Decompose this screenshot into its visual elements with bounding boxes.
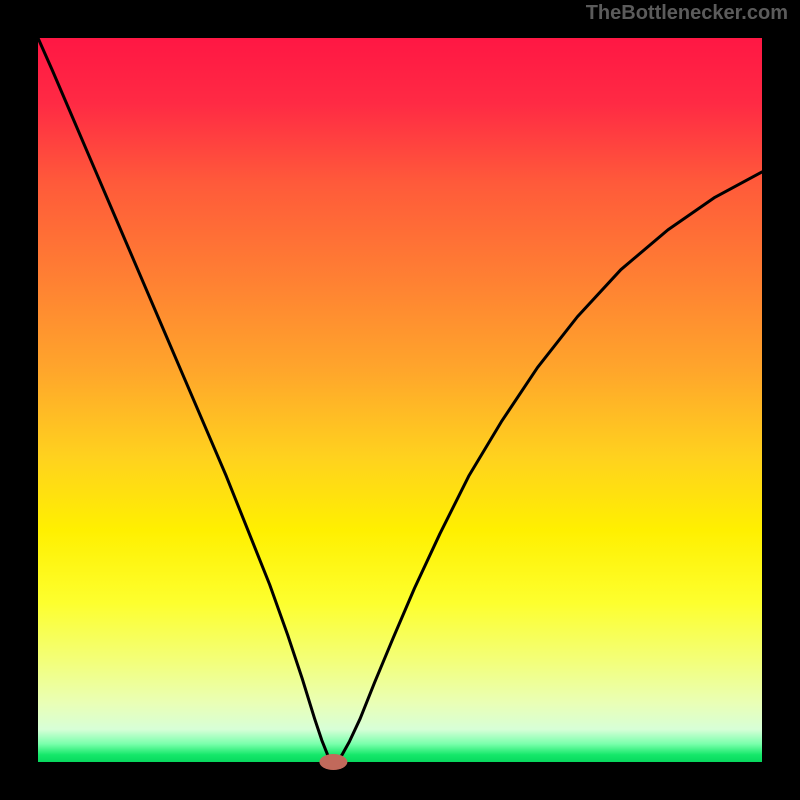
chart-svg (0, 0, 800, 800)
bottleneck-chart: TheBottlenecker.com (0, 0, 800, 800)
optimal-point-marker (319, 754, 347, 770)
chart-background (38, 38, 762, 762)
watermark-text: TheBottlenecker.com (586, 2, 788, 25)
